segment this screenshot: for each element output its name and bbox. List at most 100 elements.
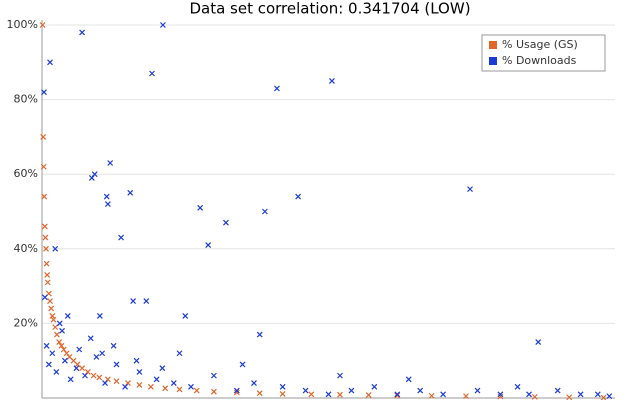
point — [103, 193, 110, 200]
point — [149, 70, 155, 77]
point — [279, 383, 286, 390]
point — [96, 374, 103, 381]
point — [93, 354, 100, 360]
legend: % Usage (GS) % Downloads — [481, 34, 606, 72]
point — [176, 350, 183, 357]
point — [79, 29, 86, 36]
point — [52, 324, 59, 331]
point — [59, 327, 65, 334]
point — [130, 298, 137, 304]
point — [606, 393, 613, 400]
point — [104, 376, 111, 383]
point — [337, 372, 343, 379]
point — [49, 350, 56, 357]
point — [56, 339, 63, 345]
point — [594, 391, 601, 398]
point — [514, 383, 521, 390]
point — [122, 383, 129, 390]
point — [188, 383, 194, 390]
point — [41, 294, 48, 301]
point — [90, 372, 97, 379]
point — [535, 339, 542, 345]
point — [107, 160, 114, 166]
point — [554, 387, 561, 394]
point — [91, 171, 98, 178]
point — [39, 22, 46, 28]
point — [176, 386, 183, 393]
point — [43, 342, 50, 349]
point — [182, 313, 189, 319]
legend-swatch — [489, 41, 497, 49]
point — [295, 193, 302, 200]
legend-label: % Usage (GS) — [502, 38, 578, 51]
point — [302, 387, 309, 394]
point — [497, 393, 504, 400]
point — [147, 383, 154, 390]
point — [76, 346, 83, 353]
point — [531, 393, 538, 400]
point — [43, 260, 50, 267]
point — [84, 368, 91, 375]
point — [63, 350, 70, 357]
point — [47, 59, 53, 66]
point — [133, 357, 140, 364]
point — [261, 208, 268, 215]
y-tick-label: 100% — [7, 18, 38, 31]
point — [58, 342, 65, 349]
point — [40, 133, 47, 140]
point — [40, 163, 47, 170]
point — [88, 175, 95, 181]
point — [61, 357, 68, 364]
point — [394, 391, 401, 398]
point — [99, 350, 106, 357]
point — [210, 372, 217, 379]
point — [440, 391, 447, 398]
point — [394, 392, 401, 399]
y-tick-label: 60% — [14, 167, 38, 180]
point — [239, 361, 246, 368]
point — [159, 365, 166, 372]
point — [428, 392, 435, 399]
point — [52, 245, 59, 252]
y-tick-label: 20% — [14, 316, 38, 329]
point — [193, 387, 200, 394]
point — [162, 385, 169, 392]
point — [329, 78, 335, 84]
point — [48, 305, 55, 312]
point — [274, 85, 280, 92]
point — [56, 320, 63, 327]
point — [197, 204, 204, 211]
point — [233, 387, 240, 394]
point — [467, 186, 473, 193]
point — [136, 382, 143, 388]
point — [526, 391, 532, 398]
point — [73, 365, 80, 372]
point — [577, 391, 584, 398]
point — [87, 335, 94, 342]
chart-title: Data set correlation: 0.341704 (LOW) — [189, 0, 470, 18]
legend-swatch — [489, 57, 497, 65]
point — [50, 316, 57, 323]
point — [405, 376, 412, 383]
point — [43, 245, 49, 252]
point — [44, 279, 51, 286]
point — [159, 22, 166, 28]
legend-box — [481, 34, 606, 72]
point — [474, 387, 481, 394]
point — [348, 387, 355, 394]
point — [153, 376, 160, 383]
point — [143, 298, 150, 304]
point — [279, 390, 286, 397]
point — [256, 390, 263, 397]
point — [417, 387, 424, 394]
point — [325, 391, 332, 398]
point — [497, 391, 504, 398]
point — [60, 346, 67, 353]
point — [125, 380, 131, 387]
point — [223, 219, 229, 226]
point — [104, 201, 111, 207]
point — [210, 388, 217, 395]
point — [96, 313, 103, 319]
point — [308, 391, 315, 398]
